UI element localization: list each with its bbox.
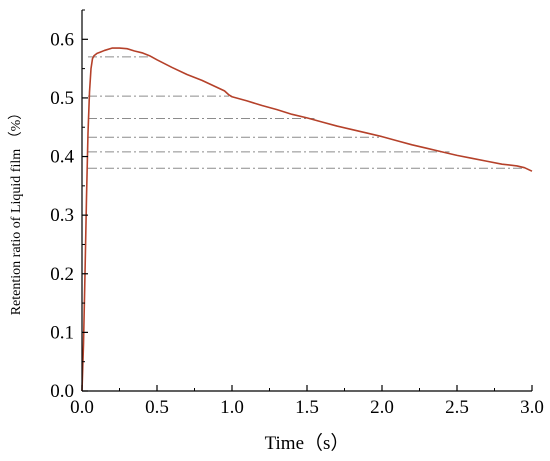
series-layer: [81, 47, 533, 392]
x-tick-label: 0.0: [70, 397, 94, 418]
x-tick-label: 1.5: [295, 397, 319, 418]
axes: [81, 10, 532, 392]
y-tick-label: 0.2: [50, 264, 74, 285]
x-tick-label: 2.0: [370, 397, 394, 418]
reference-lines: [88, 56, 525, 169]
y-axis-title: Retention ratio of Liquid film （%）: [8, 106, 24, 316]
x-tick-label: 3.0: [520, 397, 544, 418]
x-tick-label: 0.5: [145, 397, 169, 418]
y-tick-label: 0.6: [50, 29, 74, 50]
y-tick-label: 0.1: [50, 322, 74, 343]
y-tick-label: 0.4: [50, 147, 74, 168]
x-tick-label: 2.5: [445, 397, 469, 418]
x-tick-label: 1.0: [220, 397, 244, 418]
ticks: 0.0 0.5 1.0 1.5 2.0 2.5 3.0 0.0 0.1 0.2 0.3 0.4 0.5 0…: [50, 9, 544, 418]
series-line-1: [81, 47, 533, 392]
y-tick-label: 0.0: [50, 381, 74, 402]
x-axis-title: Time（s）: [265, 432, 350, 454]
y-tick-label: 0.3: [50, 205, 74, 226]
y-tick-label: 0.5: [50, 88, 74, 109]
